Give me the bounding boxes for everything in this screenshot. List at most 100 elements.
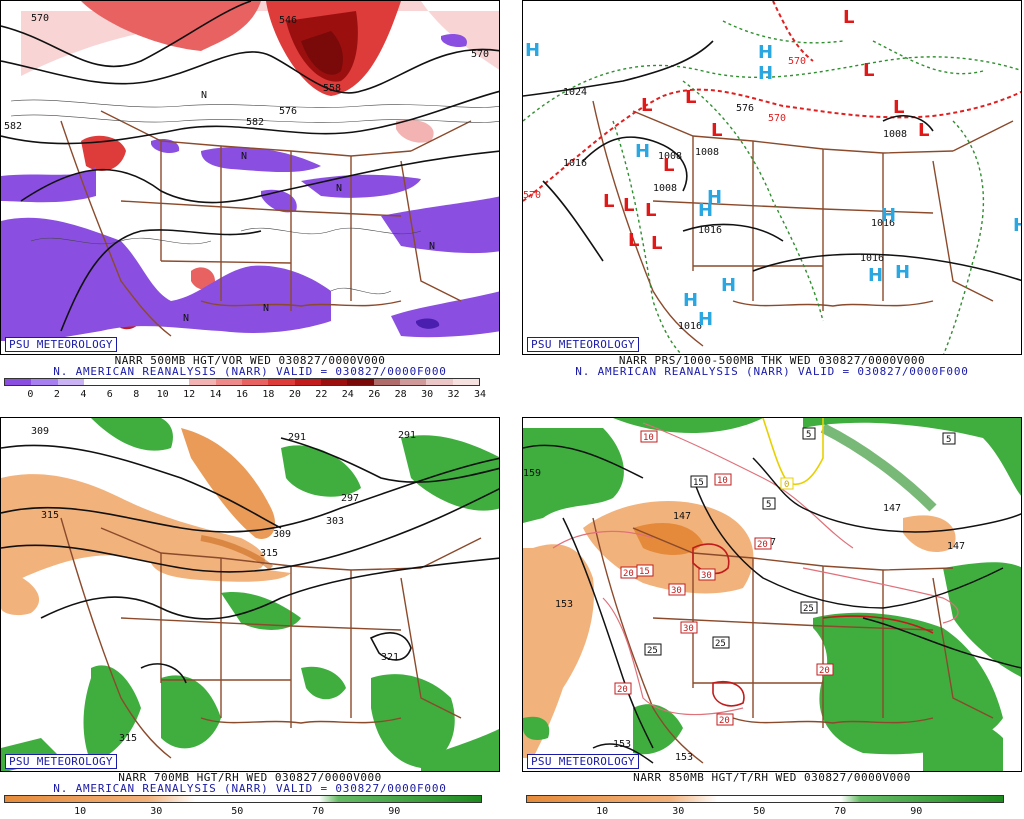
contour-label: 297 xyxy=(341,493,359,504)
colorbar-swatch xyxy=(110,379,137,385)
temp-label: 20 xyxy=(757,540,768,550)
caption-valid: N. AMERICAN REANALYSIS (NARR) VALID = 03… xyxy=(53,365,447,378)
rh-tick: 50 xyxy=(231,806,244,817)
temp-box: 5 xyxy=(942,432,956,445)
contour-label: 570 xyxy=(31,13,49,24)
temp-label: 25 xyxy=(803,604,814,614)
temp-label: 25 xyxy=(647,646,658,656)
temp-label: 5 xyxy=(946,435,951,445)
high-center-marker: H xyxy=(721,275,736,296)
height-contours xyxy=(1,1,499,332)
caption-title: NARR 500MB HGT/VOR WED 030827/0000V000 xyxy=(114,354,386,367)
contour-label: 582 xyxy=(246,117,264,128)
colorbar-swatch xyxy=(215,379,242,385)
low-center-marker: L xyxy=(893,97,904,118)
contour-label: 1008 xyxy=(653,183,677,194)
map-500mb-svg: 570 570 546 582 582 558 576 N N N N N N xyxy=(1,1,499,341)
contour-label: 1008 xyxy=(883,129,907,140)
rh-shading xyxy=(1,418,499,771)
contour-label: N xyxy=(241,151,247,162)
contour-label: 570 xyxy=(523,190,541,201)
temp-box: 15 xyxy=(690,475,708,488)
temp-box: 30 xyxy=(698,568,716,581)
colorbar-tick: 32 xyxy=(447,389,460,400)
panel-pressure-thickness: 1024 1016 1008 1008 1008 1016 1016 1016 … xyxy=(522,0,1024,402)
colorbar-tick: 28 xyxy=(394,389,407,400)
pressure-contour-labels: 1024 1016 1008 1008 1008 1016 1016 1016 … xyxy=(523,56,907,332)
low-center-marker: L xyxy=(685,87,696,108)
colorbar-tick: 34 xyxy=(473,389,487,400)
brand-label: PSU METEOROLOGY xyxy=(527,754,639,769)
colorbar-tick: 4 xyxy=(80,389,87,400)
colorbar-swatch xyxy=(426,379,453,385)
contour-label: 153 xyxy=(675,752,693,763)
colorbar-tick: 16 xyxy=(235,389,249,400)
low-center-marker: L xyxy=(641,95,652,116)
map-850mb-svg: 159 153 153 153 147 147 147 147 10 10 15… xyxy=(523,418,1021,771)
colorbar-tick: 26 xyxy=(368,389,381,400)
vorticity-colorbar-ticks: 0 2 4 6 8 10 12 14 16 18 20 22 24 26 28 30 32 34 xyxy=(4,389,486,401)
colorbar-swatch xyxy=(162,379,190,385)
colorbar-swatch xyxy=(189,379,216,385)
contour-label: N xyxy=(201,90,207,101)
map-850mb: 159 153 153 153 147 147 147 147 10 10 15… xyxy=(522,417,1022,772)
low-center-marker: L xyxy=(645,200,656,221)
high-center-marker: H xyxy=(635,141,650,162)
rh-tick: 90 xyxy=(388,806,401,817)
colorbar-swatch xyxy=(5,379,32,385)
temp-box: 25 xyxy=(800,601,818,614)
contour-label: 315 xyxy=(41,510,59,521)
colorbar-swatch xyxy=(31,379,58,385)
contour-label: N xyxy=(336,183,342,194)
contour-label: 315 xyxy=(260,548,278,559)
temp-label: 5 xyxy=(766,500,771,510)
temp-box: 5 xyxy=(762,497,776,510)
rh-tick: 70 xyxy=(834,806,847,817)
contour-label: 291 xyxy=(398,430,416,441)
contour-label: 546 xyxy=(279,15,297,26)
temp-box: 10 xyxy=(640,430,658,443)
high-center-marker: H xyxy=(758,63,773,84)
colorbar-tick: 20 xyxy=(288,389,301,400)
colorbar-swatch xyxy=(294,379,321,385)
contour-label: 576 xyxy=(279,106,297,117)
high-center-marker: H xyxy=(707,187,722,208)
temp-box: 20 xyxy=(620,566,638,579)
colorbar-tick: 0 xyxy=(27,389,34,400)
political-boundaries xyxy=(592,517,994,764)
thickness-contours xyxy=(523,20,1021,354)
contour-label: 1016 xyxy=(871,218,895,229)
colorbar-swatch xyxy=(320,379,348,385)
contour-label: 309 xyxy=(273,529,291,540)
contour-label: 303 xyxy=(326,516,344,527)
contour-label: 153 xyxy=(613,739,631,750)
colorbar-swatch xyxy=(268,379,295,385)
caption-valid: N. AMERICAN REANALYSIS (NARR) VALID = 03… xyxy=(575,365,969,378)
temp-label: 5 xyxy=(806,430,811,440)
map-pressure-svg: 1024 1016 1008 1008 1008 1016 1016 1016 … xyxy=(523,1,1021,354)
low-center-marker: L xyxy=(603,191,614,212)
temperature-contours xyxy=(552,422,959,716)
temp-label: 30 xyxy=(701,571,712,581)
map-700mb-svg: 309 291 291 297 303 309 315 315 315 321 xyxy=(1,418,499,771)
contour-label: 147 xyxy=(883,503,901,514)
contour-label: N xyxy=(263,303,269,314)
vorticity-contours xyxy=(10,99,499,295)
temp-label: 15 xyxy=(639,567,650,577)
temp-box: 20 xyxy=(614,682,632,695)
temp-label: 0 xyxy=(784,480,789,490)
colorbar-swatch xyxy=(373,379,400,385)
rh-colorbar xyxy=(4,795,482,803)
temp-label: 25 xyxy=(715,639,726,649)
colorbar-tick: 30 xyxy=(421,389,434,400)
colorbar-tick: 6 xyxy=(106,389,113,400)
low-center-marker: L xyxy=(628,230,639,251)
panel-700mb-rh: 309 291 291 297 303 309 315 315 315 321 … xyxy=(0,417,502,819)
high-center-marker: H xyxy=(881,205,896,226)
low-center-marker: L xyxy=(843,7,854,28)
map-500mb: 570 570 546 582 582 558 576 N N N N N N … xyxy=(0,0,500,355)
low-center-marker: L xyxy=(651,233,662,254)
temp-label: 30 xyxy=(683,624,694,634)
temp-label: 10 xyxy=(717,476,728,486)
rh-colorbar-ticks: 10 30 50 70 90 xyxy=(4,806,480,818)
